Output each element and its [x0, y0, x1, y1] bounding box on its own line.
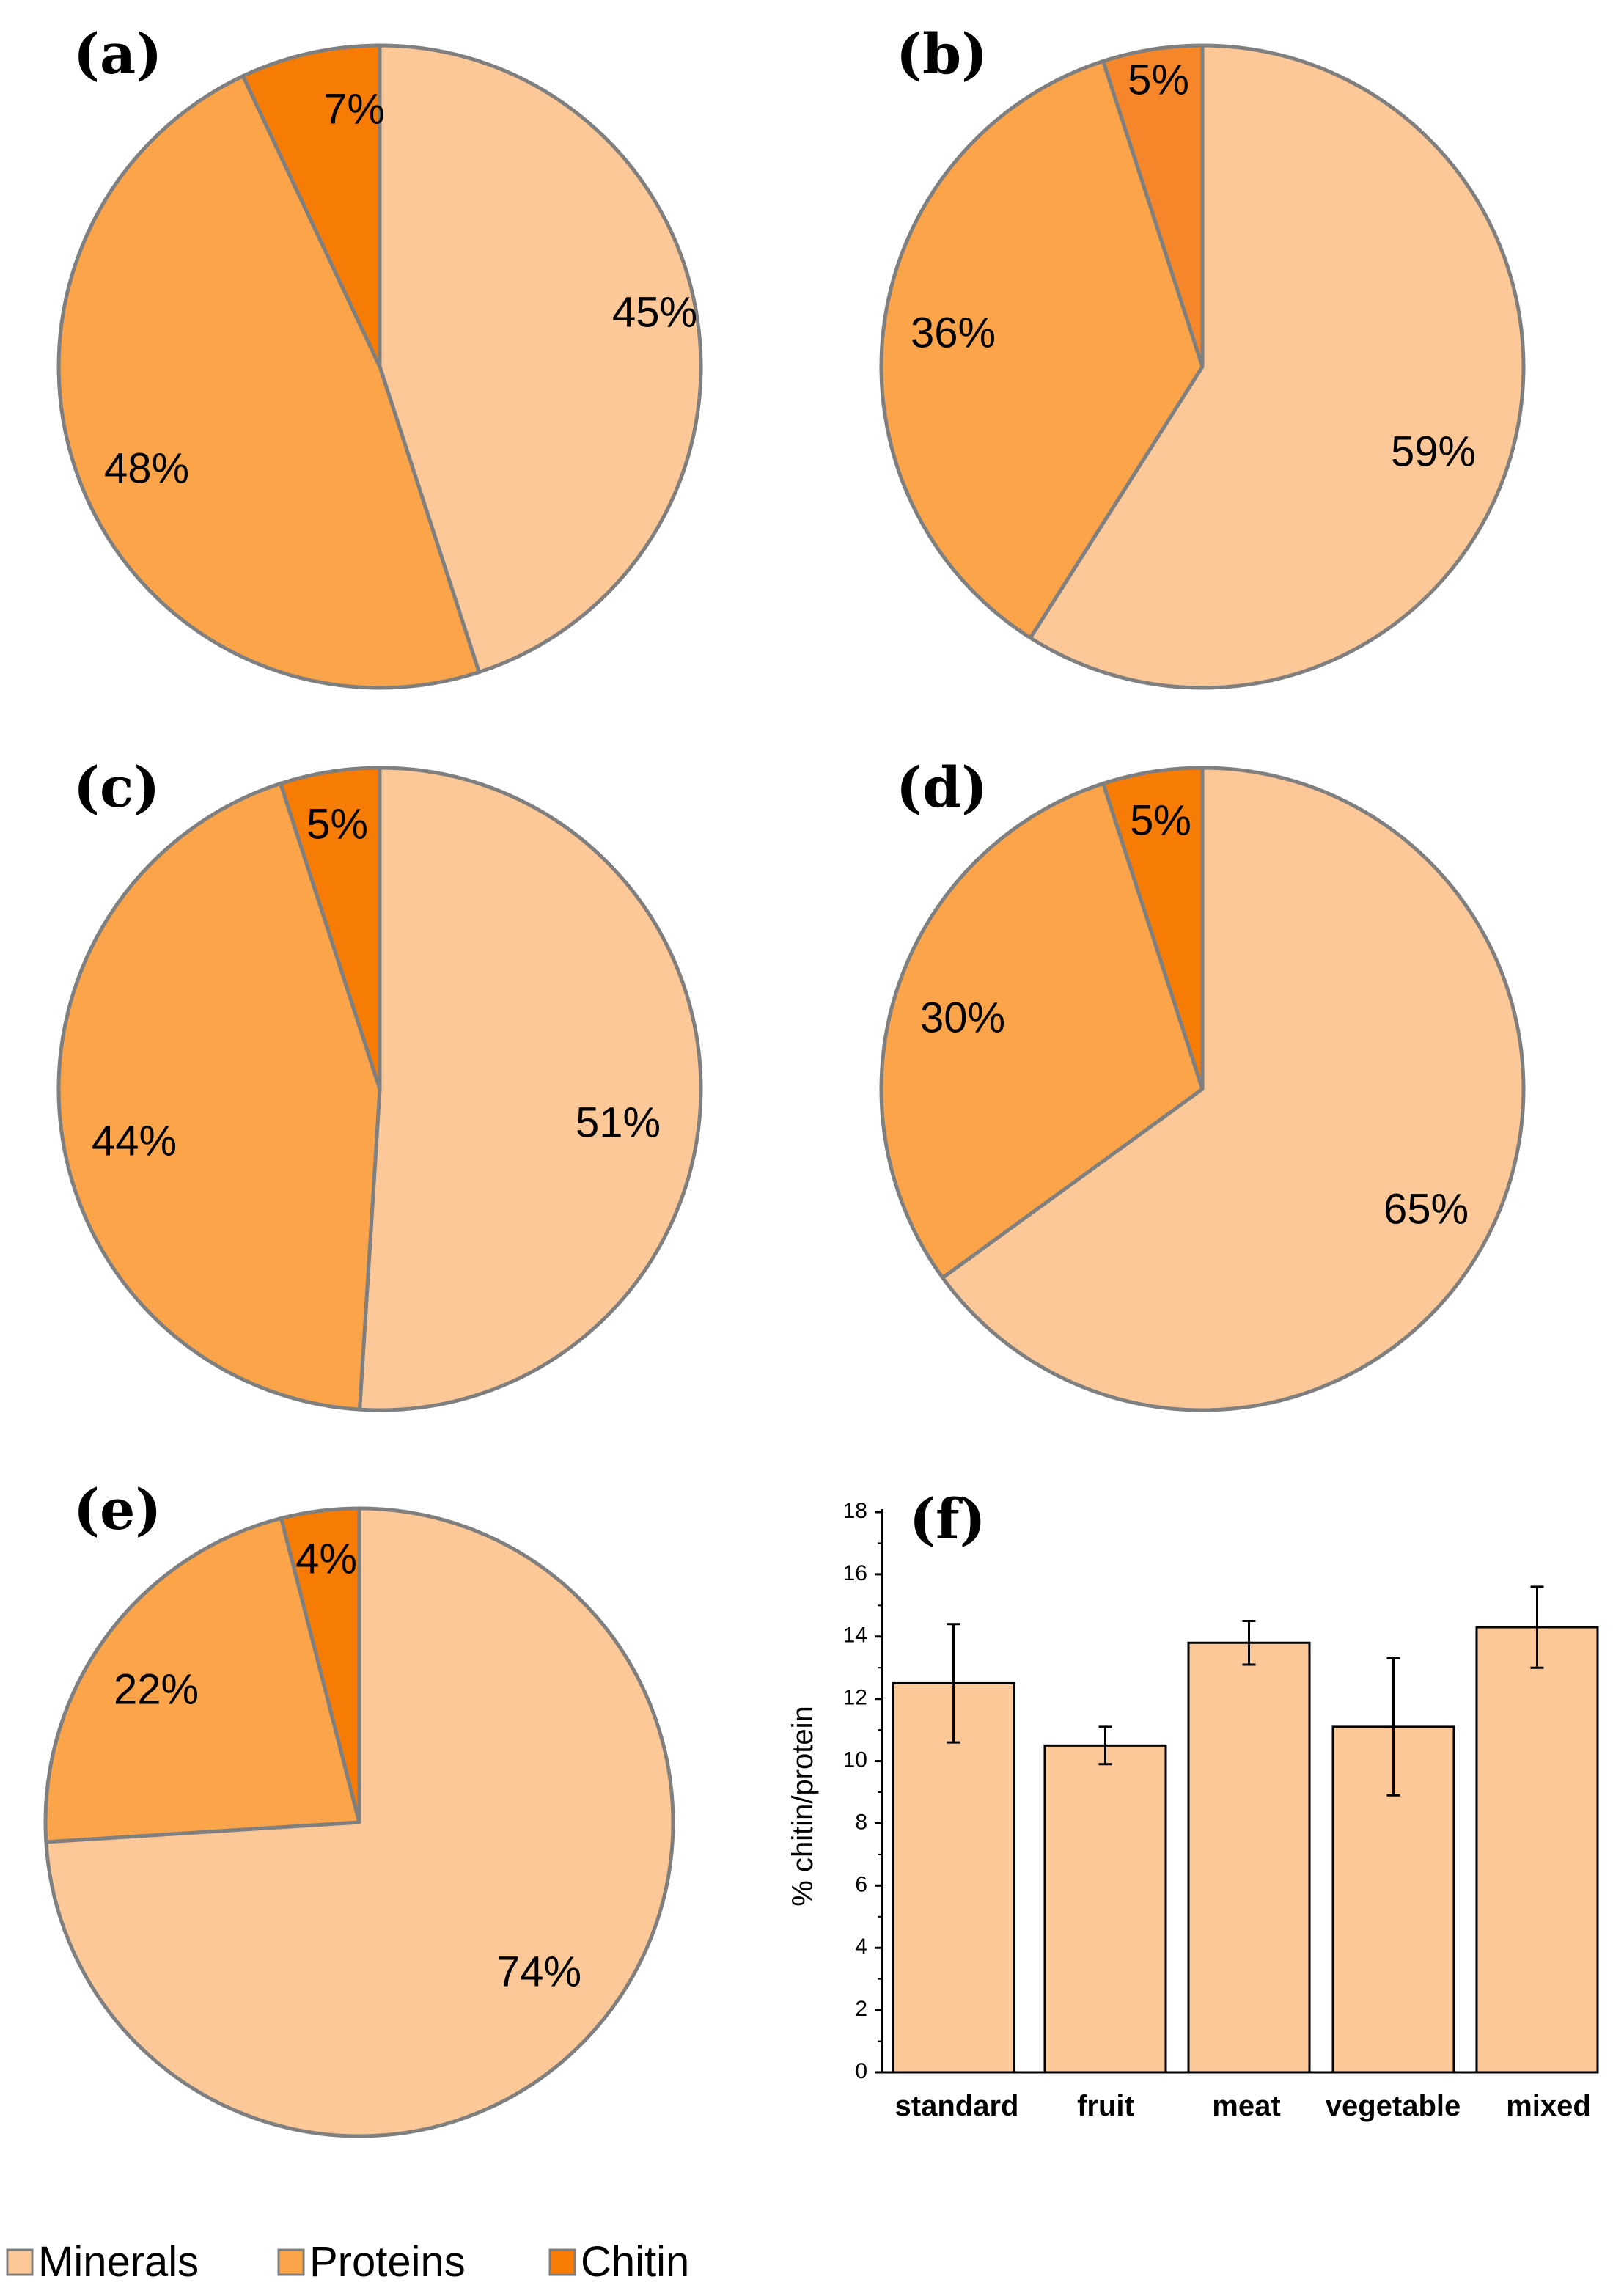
- pie-b-slice-minerals: [1028, 43, 1526, 690]
- error-bar-standard: [947, 1623, 960, 1744]
- pie-a-slice-chitin: [241, 43, 382, 369]
- pie-c-slice-minerals: [358, 766, 703, 1412]
- legend-label-proteins: Proteins: [309, 2238, 466, 2286]
- panel-label-f: (f): [909, 1486, 986, 1552]
- y-tick-label: 10: [843, 1747, 867, 1772]
- pie-panel-c: (c) 51% 44% 5%: [56, 755, 703, 1412]
- x-category-label-fruit: fruit: [1077, 2090, 1134, 2122]
- legend: Minerals Proteins Chitin: [6, 2238, 689, 2286]
- panel-label-c: (c): [73, 755, 160, 820]
- pie-e-label-minerals: 74%: [496, 1948, 581, 1995]
- y-tick-label: 14: [843, 1624, 867, 1648]
- panel-label-a: (a): [73, 21, 162, 87]
- pie-c-label-minerals: 51%: [576, 1099, 661, 1146]
- y-axis-title: % chitin/protein: [787, 1706, 819, 1906]
- bar-fruit: [1043, 1744, 1167, 2074]
- pie-b-label-proteins: 36%: [911, 309, 996, 356]
- pie-a-label-minerals: 45%: [612, 288, 697, 336]
- panel-label-e: (e): [73, 1477, 161, 1542]
- y-tick-label: 0: [855, 2059, 867, 2083]
- pie-d-label-minerals: 65%: [1384, 1185, 1469, 1233]
- y-tick-label: 12: [843, 1686, 867, 1710]
- legend-label-chitin: Chitin: [581, 2238, 689, 2286]
- panel-label-b: (b): [896, 21, 988, 87]
- panel-label-d: (d): [896, 755, 988, 820]
- bar-meat: [1187, 1641, 1311, 2074]
- pie-c-slice-proteins: [56, 781, 382, 1412]
- error-bar-meat: [1242, 1620, 1256, 1666]
- pie-panel-e: (e) 74% 22% 4%: [43, 1477, 675, 2138]
- bar-standard: [892, 1681, 1015, 2074]
- y-tick-label: 8: [855, 1810, 867, 1834]
- x-category-label-vegetable: vegetable: [1326, 2090, 1461, 2122]
- pie-b-slice-proteins: [879, 59, 1205, 640]
- pie-c-slice-chitin: [279, 766, 382, 1091]
- error-bar-fruit: [1098, 1725, 1112, 1766]
- pie-d-label-proteins: 30%: [920, 994, 1005, 1041]
- x-category-label-meat: meat: [1212, 2090, 1280, 2122]
- legend-swatch-minerals: [6, 2248, 34, 2276]
- y-tick-label: 16: [843, 1561, 867, 1585]
- error-bar-mixed: [1530, 1585, 1544, 1669]
- pie-d-slice-chitin: [1101, 766, 1205, 1091]
- pie-d-label-chitin: 5%: [1130, 796, 1191, 844]
- y-tick-label: 18: [843, 1499, 867, 1523]
- pie-e-label-proteins: 22%: [114, 1665, 199, 1713]
- y-tick-label: 2: [855, 1997, 867, 2021]
- pie-b-label-chitin: 5%: [1128, 56, 1189, 103]
- pie-panel-b: (b) 59% 36% 5%: [879, 21, 1526, 690]
- pie-a-slice-minerals: [378, 43, 703, 675]
- x-category-label-standard: standard: [895, 2090, 1019, 2122]
- bar-panel-f: (f) 0 2 4 6 8 10 12 14 16 18 standard fruit meat veget…: [787, 1486, 1599, 2122]
- error-bar-vegetable: [1386, 1657, 1400, 1797]
- pie-b-label-minerals: 59%: [1391, 428, 1476, 475]
- pie-d-slice-proteins: [879, 781, 1205, 1280]
- pie-a-label-chitin: 7%: [323, 85, 385, 133]
- pie-panel-a: (a) 45% 48% 7%: [56, 21, 703, 690]
- y-tick-label: 4: [855, 1934, 867, 1959]
- bar-mixed: [1475, 1626, 1599, 2074]
- x-category-label-mixed: mixed: [1506, 2090, 1591, 2122]
- legend-swatch-chitin: [548, 2248, 576, 2276]
- y-tick-label: 6: [855, 1872, 867, 1896]
- pie-a-label-proteins: 48%: [104, 444, 189, 492]
- pie-e-slice-chitin: [279, 1506, 361, 1824]
- pie-a-slice-proteins: [56, 74, 481, 690]
- pie-b-slice-chitin: [1101, 43, 1205, 369]
- pie-e-slice-proteins: [43, 1516, 361, 1844]
- pie-e-label-chitin: 4%: [295, 1535, 357, 1582]
- pie-d-slice-minerals: [941, 766, 1526, 1412]
- legend-label-minerals: Minerals: [38, 2238, 199, 2286]
- pie-c-label-proteins: 44%: [92, 1117, 177, 1164]
- pie-panel-d: (d) 65% 30% 5%: [879, 755, 1526, 1412]
- pie-c-label-chitin: 5%: [306, 800, 368, 848]
- legend-swatch-proteins: [277, 2248, 305, 2276]
